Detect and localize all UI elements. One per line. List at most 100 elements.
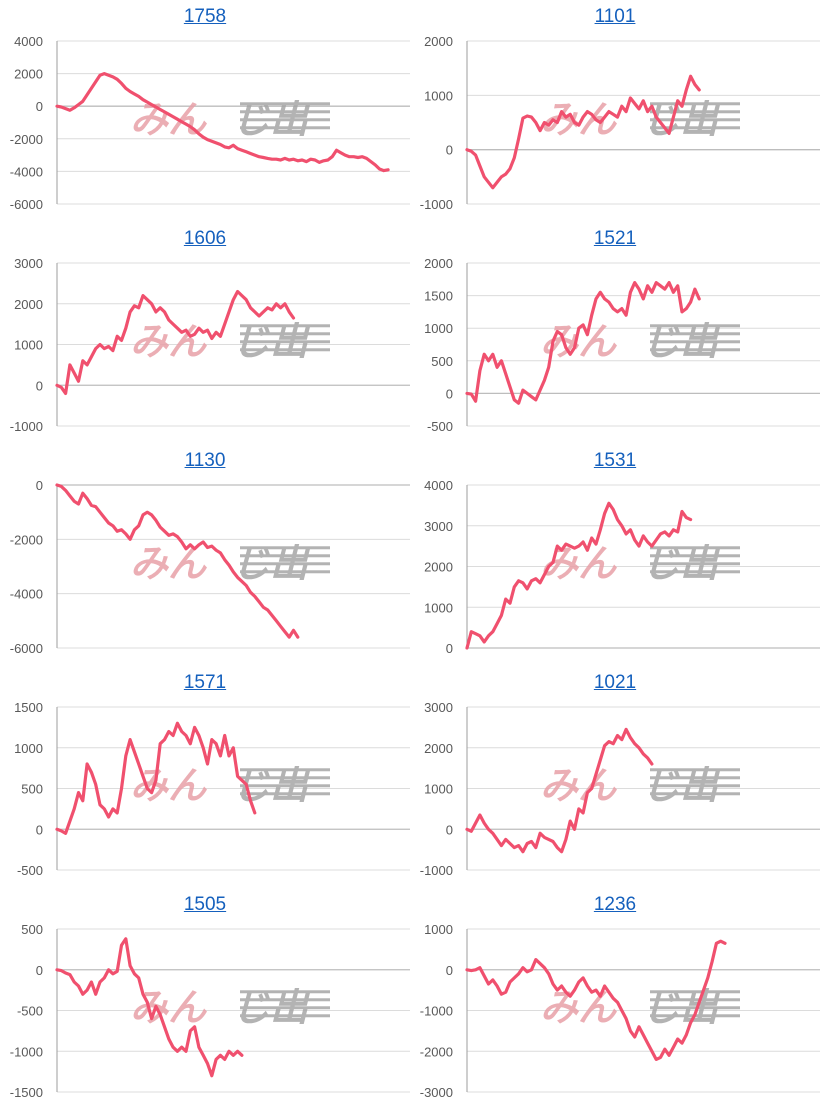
watermark-bar: [650, 784, 740, 788]
y-tick-label: 0: [36, 822, 43, 837]
watermark-bar: [650, 990, 740, 994]
chart-panel-1521: 2000 1500 1000 500 0 -500 みん じ出 1521: [410, 222, 820, 444]
y-tick-label: 1500: [424, 289, 453, 304]
y-tick-label: -1000: [420, 197, 453, 212]
watermark-bar: [650, 110, 740, 114]
y-tick-label: -500: [17, 863, 43, 878]
watermark-bar: [240, 776, 330, 780]
watermark-bar: [240, 340, 330, 344]
y-tick-label: -4000: [10, 164, 43, 179]
watermark-bar: [240, 332, 330, 336]
y-tick-label: 1000: [14, 741, 43, 756]
watermark-text: みん: [130, 97, 207, 141]
watermark-bar: [240, 118, 330, 122]
watermark-bar: [240, 348, 330, 352]
watermark-bar: [650, 546, 740, 550]
watermark-bar: [240, 102, 330, 106]
y-tick-label: 0: [36, 378, 43, 393]
watermark-bar: [650, 776, 740, 780]
chart-title-link[interactable]: 1758: [183, 6, 227, 27]
chart-panel-1021: 3000 2000 1000 0 -1000 みん じ出 1021: [410, 666, 820, 888]
watermark-bar: [650, 324, 740, 328]
watermark-bar: [240, 324, 330, 328]
y-tick-label: 2000: [424, 34, 453, 49]
watermark-logo: みん じ出: [130, 319, 330, 363]
y-tick-label: 3000: [424, 519, 453, 534]
chart-panel-1606: 3000 2000 1000 0 -1000 みん じ出 1606: [0, 222, 410, 444]
y-tick-label: -2000: [10, 532, 43, 547]
watermark-bar: [240, 792, 330, 796]
y-tick-label: 0: [36, 99, 43, 114]
watermark-bar: [650, 998, 740, 1002]
y-tick-label: -3000: [420, 1085, 453, 1100]
chart-panel-1101: 2000 1000 0 -1000 みん じ出 1101: [410, 0, 820, 222]
chart-title-link[interactable]: 1531: [593, 450, 637, 471]
watermark-bar: [650, 792, 740, 796]
watermark-bar: [650, 1006, 740, 1010]
watermark-bar: [650, 126, 740, 130]
watermark-text: みん: [130, 319, 207, 363]
y-tick-label: 2000: [14, 297, 43, 312]
watermark-logo: みん じ出: [130, 97, 330, 141]
y-tick-label: 1000: [424, 922, 453, 937]
watermark-bar: [650, 340, 740, 344]
y-tick-label: 500: [431, 354, 453, 369]
watermark-bar: [240, 570, 330, 574]
chart-title-link[interactable]: 1130: [184, 450, 226, 471]
chart-title-link[interactable]: 1236: [593, 894, 637, 915]
watermark-bar: [650, 570, 740, 574]
y-tick-label: 0: [446, 143, 453, 158]
chart-title-link[interactable]: 1505: [183, 894, 227, 915]
watermark-bar: [650, 554, 740, 558]
chart-title-link[interactable]: 1101: [594, 6, 636, 27]
series-line: [55, 937, 244, 1078]
chart-svg: 3000 2000 1000 0 -1000 みん じ出: [10, 256, 410, 434]
watermark-bar: [650, 348, 740, 352]
y-tick-label: 0: [446, 963, 453, 978]
watermark-logo: みん じ出: [540, 985, 740, 1029]
series-line: [465, 74, 701, 190]
watermark-logo: みん じ出: [130, 763, 330, 807]
watermark-bar: [240, 784, 330, 788]
chart-title-link[interactable]: 1606: [183, 228, 227, 249]
watermark-text: みん: [540, 763, 617, 807]
y-tick-label: 4000: [14, 34, 43, 49]
chart-panel-1505: 500 0 -500 -1000 -1500 みん じ出 1505: [0, 888, 410, 1110]
y-tick-label: -500: [427, 419, 453, 434]
y-tick-label: 1000: [424, 88, 453, 103]
y-tick-label: -1000: [10, 1044, 43, 1059]
y-tick-label: 2000: [424, 560, 453, 575]
series-line: [55, 289, 296, 395]
chart-title-link[interactable]: 1571: [183, 672, 227, 693]
chart-svg: 4000 2000 0 -2000 -4000 -6000 みん じ出: [10, 34, 410, 212]
watermark-bar: [240, 1014, 330, 1018]
chart-title-link[interactable]: 1021: [593, 672, 637, 693]
chart-panel-1571: 1500 1000 500 0 -500 みん じ出 1571: [0, 666, 410, 888]
y-tick-label: -2000: [10, 132, 43, 147]
watermark-bar: [240, 562, 330, 566]
y-tick-label: -1500: [10, 1085, 43, 1100]
watermark-logo: みん じ出: [540, 763, 740, 807]
y-tick-label: 1000: [424, 600, 453, 615]
watermark-bar: [240, 768, 330, 772]
watermark-text: みん: [540, 985, 617, 1029]
y-tick-label: -1000: [420, 863, 453, 878]
y-tick-label: 1000: [424, 782, 453, 797]
y-tick-label: 0: [446, 386, 453, 401]
chart-svg: 1000 0 -1000 -2000 -3000 みん じ出: [420, 922, 820, 1100]
watermark-logo: みん じ出: [130, 541, 330, 585]
watermark-bar: [240, 546, 330, 550]
y-tick-label: 2000: [424, 741, 453, 756]
chart-svg: 4000 3000 2000 1000 0 みん じ出: [424, 478, 820, 656]
watermark-logo: みん じ出: [540, 319, 740, 363]
watermark-bar: [650, 562, 740, 566]
y-tick-label: 2000: [424, 256, 453, 271]
y-tick-label: 500: [21, 782, 43, 797]
chart-title-link[interactable]: 1521: [593, 228, 637, 249]
chart-svg: 3000 2000 1000 0 -1000 みん じ出: [420, 700, 820, 878]
watermark-bar: [240, 990, 330, 994]
watermark-bar: [240, 998, 330, 1002]
chart-panel-1236: 1000 0 -1000 -2000 -3000 みん じ出 1236: [410, 888, 820, 1110]
y-tick-label: -2000: [420, 1044, 453, 1059]
